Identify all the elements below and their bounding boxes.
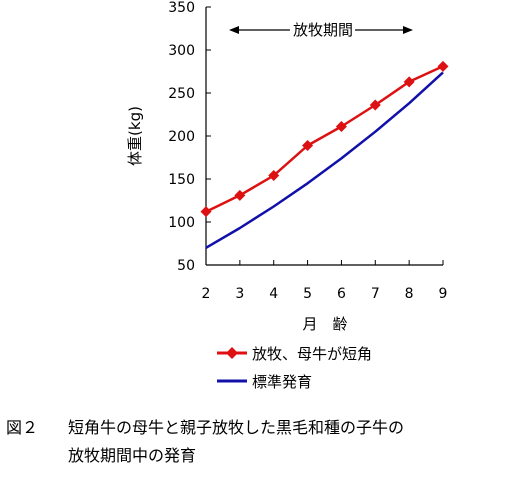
- right-arrowhead: [403, 26, 413, 34]
- x-tick-label: 8: [405, 286, 414, 302]
- data-point: [335, 121, 347, 133]
- tick-labels: 50 100 150 200 250 300 350 2 3 4 5 6 7 8 9: [168, 0, 447, 302]
- series-line-1: [205, 71, 444, 249]
- data-point: [268, 170, 280, 182]
- left-arrowhead: [229, 26, 239, 34]
- x-tick-label: 7: [371, 286, 380, 302]
- caption-line-1: 短角牛の母牛と親子放牧した黒毛和種の子牛の: [68, 418, 405, 437]
- x-tick-label: 3: [235, 286, 244, 302]
- data-point: [234, 189, 246, 201]
- legend-marker-0: [226, 347, 238, 359]
- figure-caption: 図２ 短角牛の母牛と親子放牧した黒毛和種の子牛の 放牧期間中の発育: [6, 414, 502, 470]
- grazing-period-annotation: 放牧期間: [229, 21, 413, 39]
- y-tick-label: 100: [168, 215, 195, 231]
- legend-label-1: 標準発育: [252, 373, 312, 391]
- y-axis-label: 体重(kg): [126, 106, 144, 166]
- figure-number: 図２: [6, 418, 39, 437]
- data-point: [302, 139, 314, 151]
- legend-label-0: 放牧、母牛が短角: [252, 345, 372, 363]
- data-point: [200, 206, 212, 218]
- axes: [205, 6, 444, 266]
- legend: 放牧、母牛が短角 標準発育: [217, 345, 372, 391]
- x-axis-label: 月 齢: [302, 315, 347, 333]
- data-point: [437, 60, 449, 72]
- y-tick-label: 200: [168, 129, 195, 145]
- y-tick-label: 150: [168, 172, 195, 188]
- x-tick-label: 6: [337, 286, 346, 302]
- x-tick-label: 9: [439, 286, 448, 302]
- x-tick-label: 5: [303, 286, 312, 302]
- series-line-0: [205, 65, 444, 213]
- x-tick-label: 2: [202, 286, 211, 302]
- y-tick-label: 300: [168, 43, 195, 59]
- data-point: [369, 99, 381, 111]
- data-point: [403, 76, 415, 88]
- y-tick-label: 350: [168, 0, 195, 16]
- series-lines: [200, 60, 449, 249]
- annotation-text: 放牧期間: [293, 21, 353, 39]
- x-tick-label: 4: [269, 286, 278, 302]
- caption-line-2: 放牧期間中の発育: [68, 446, 197, 465]
- y-tick-label: 250: [168, 86, 195, 102]
- y-tick-label: 50: [177, 258, 195, 274]
